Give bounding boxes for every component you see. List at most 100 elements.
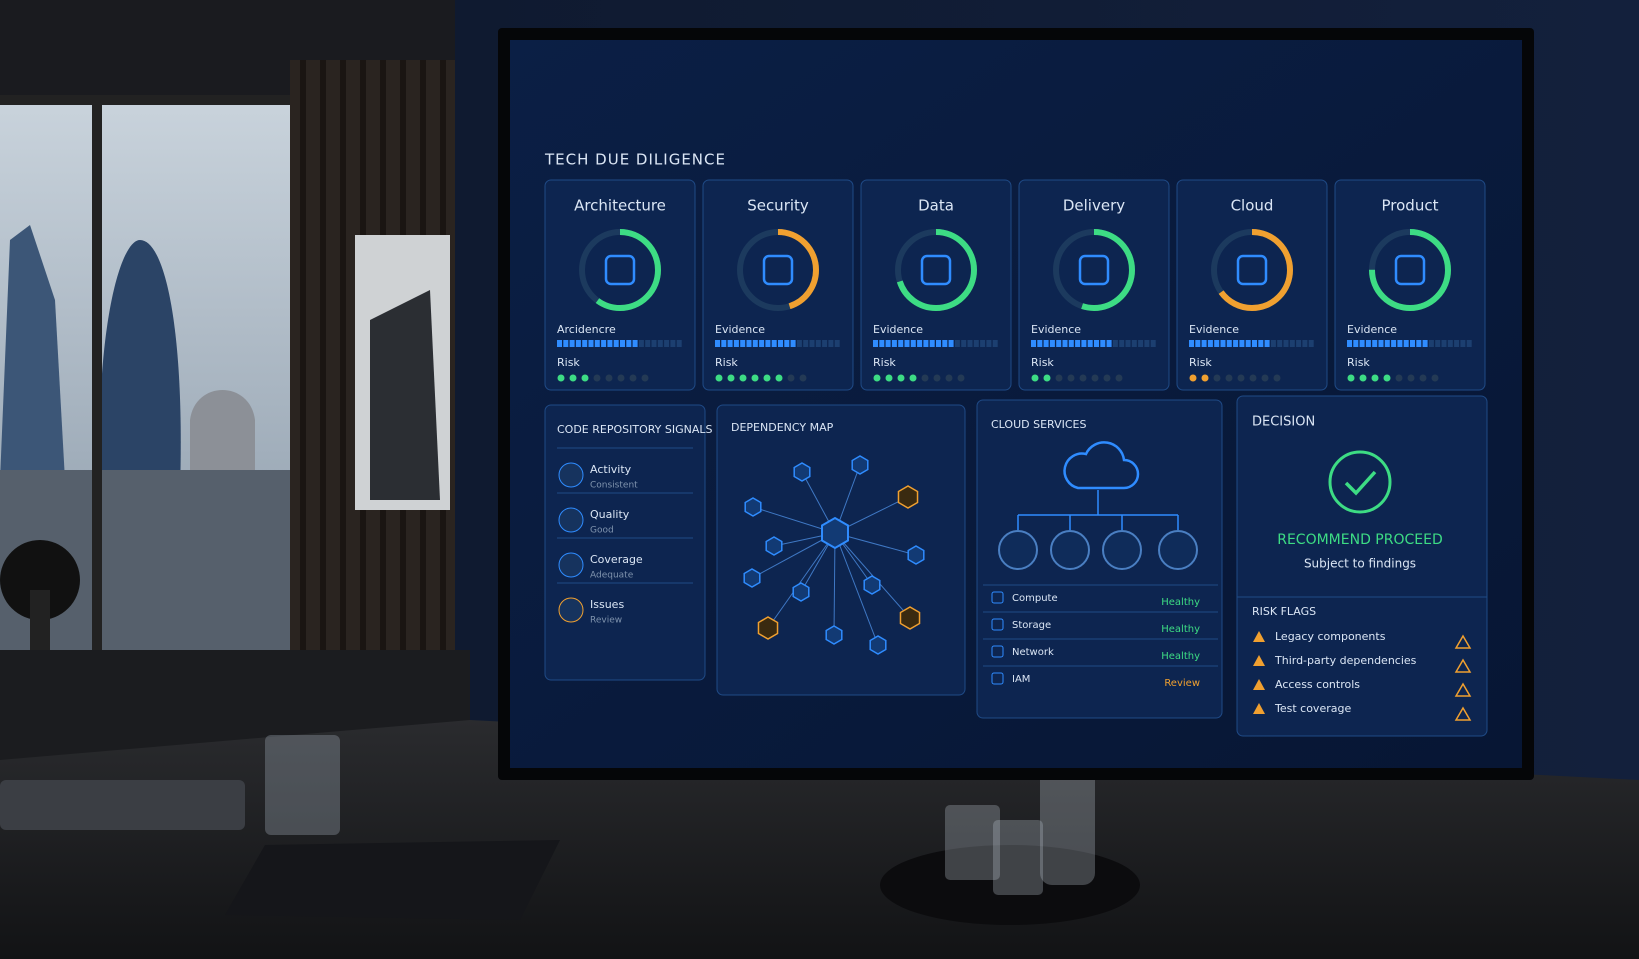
risk-dot bbox=[873, 374, 881, 382]
warn-icon bbox=[1253, 655, 1265, 666]
risk-dot bbox=[1115, 374, 1123, 382]
evidence-bar bbox=[1125, 340, 1131, 347]
evidence-bar bbox=[904, 340, 910, 347]
evidence-bar bbox=[923, 340, 929, 347]
risk-dot bbox=[1237, 374, 1245, 382]
evidence-bar bbox=[1081, 340, 1087, 347]
evidence-bar bbox=[815, 340, 821, 347]
evidence-bar bbox=[992, 340, 998, 347]
evidence-bar bbox=[1068, 340, 1074, 347]
verdict: RECOMMEND PROCEED bbox=[1277, 532, 1443, 548]
evidence-bar bbox=[1049, 340, 1055, 347]
evidence-bar bbox=[1075, 340, 1081, 347]
risk-dot bbox=[909, 374, 917, 382]
evidence-bar bbox=[1220, 340, 1226, 347]
item-status: Consistent bbox=[590, 481, 638, 491]
card-icon bbox=[1394, 254, 1426, 286]
evidence-bar bbox=[1466, 340, 1472, 347]
risk-dot bbox=[629, 374, 637, 382]
risk-dot bbox=[581, 374, 589, 382]
evidence-bar bbox=[727, 340, 733, 347]
evidence-bar bbox=[1189, 340, 1194, 347]
service-label: Storage bbox=[1012, 620, 1051, 631]
evidence-bar bbox=[1391, 340, 1397, 347]
service-icon bbox=[1102, 530, 1142, 570]
evidence-bar bbox=[759, 340, 765, 347]
evidence-bar bbox=[1416, 340, 1422, 347]
evidence-bar bbox=[1384, 340, 1390, 347]
evidence-bar bbox=[879, 340, 885, 347]
evidence-bar bbox=[613, 340, 619, 347]
risk-dot bbox=[1201, 374, 1209, 382]
evidence-bar bbox=[765, 340, 771, 347]
row-icon bbox=[991, 672, 1004, 685]
evidence-bar bbox=[733, 340, 739, 347]
service-status: Healthy bbox=[1161, 624, 1200, 635]
evidence-bar bbox=[1043, 340, 1049, 347]
risk-dot bbox=[1273, 374, 1281, 382]
evidence-bar bbox=[740, 340, 746, 347]
card-title: Architecture bbox=[574, 197, 666, 215]
evidence-bar bbox=[1207, 340, 1213, 347]
evidence-bar bbox=[873, 340, 878, 347]
panel-title: DEPENDENCY MAP bbox=[731, 421, 834, 434]
item-status: Review bbox=[590, 616, 622, 626]
cloud-tree bbox=[1017, 490, 1179, 530]
evidence-bar bbox=[563, 340, 569, 347]
risk-dot bbox=[1359, 374, 1367, 382]
card-title: Product bbox=[1382, 197, 1439, 215]
evidence-bar bbox=[670, 340, 676, 347]
evidence-bar bbox=[645, 340, 651, 347]
evidence-bar bbox=[891, 340, 897, 347]
risk-dot bbox=[1383, 374, 1391, 382]
risk-dot bbox=[1067, 374, 1075, 382]
risk-dot bbox=[557, 374, 565, 382]
evidence-label: Evidence bbox=[1031, 323, 1081, 336]
evidence-bar bbox=[1252, 340, 1257, 347]
evidence-bar bbox=[1447, 340, 1453, 347]
evidence-bar bbox=[1347, 340, 1352, 347]
evidence-bar bbox=[803, 340, 809, 347]
evidence-bar bbox=[575, 340, 581, 347]
evidence-bar bbox=[771, 340, 777, 347]
item-icon bbox=[558, 462, 584, 488]
dependency-edge bbox=[833, 532, 836, 636]
evidence-bar bbox=[948, 340, 954, 347]
evidence-bar bbox=[1037, 340, 1043, 347]
evidence-bar bbox=[954, 340, 960, 347]
item-status: Good bbox=[590, 526, 614, 536]
evidence-bar bbox=[626, 340, 632, 347]
card-icon bbox=[1236, 254, 1268, 286]
card-title: Cloud bbox=[1231, 197, 1274, 215]
warn-icon bbox=[1253, 703, 1265, 714]
evidence-bar bbox=[1289, 340, 1295, 347]
evidence-bar bbox=[1062, 340, 1068, 347]
evidence-bar bbox=[1239, 340, 1245, 347]
evidence-bar bbox=[1359, 340, 1365, 347]
risk-dot bbox=[945, 374, 953, 382]
risk-dot bbox=[799, 374, 807, 382]
display: TECH DUE DILIGENCE Architecture Arcidencr… bbox=[498, 28, 1534, 780]
risk-dot bbox=[1371, 374, 1379, 382]
card-title: Delivery bbox=[1063, 197, 1125, 215]
evidence-bar bbox=[1365, 340, 1371, 347]
evidence-label: Evidence bbox=[1347, 323, 1397, 336]
risk-flag: Access controls bbox=[1275, 678, 1360, 691]
ring bbox=[1053, 229, 1135, 311]
evidence-bar bbox=[1372, 340, 1378, 347]
risk-dot bbox=[763, 374, 771, 382]
risk-dot bbox=[1189, 374, 1197, 382]
risk-dot bbox=[957, 374, 965, 382]
service-label: Compute bbox=[1012, 593, 1058, 604]
evidence-bar bbox=[834, 340, 840, 347]
risk-dot bbox=[1091, 374, 1099, 382]
warn-icon bbox=[1454, 706, 1472, 721]
dependency-node bbox=[897, 485, 919, 509]
risk-label: Risk bbox=[1189, 356, 1212, 369]
evidence-bar bbox=[752, 340, 758, 347]
ring bbox=[895, 229, 977, 311]
panel-title: CODE REPOSITORY SIGNALS bbox=[557, 423, 713, 436]
card-icon bbox=[1078, 254, 1110, 286]
warn-icon bbox=[1454, 658, 1472, 673]
risk-dot bbox=[787, 374, 795, 382]
